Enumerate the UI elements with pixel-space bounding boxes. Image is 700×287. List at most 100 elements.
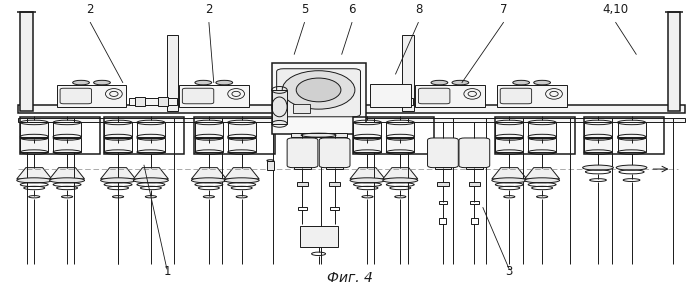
Ellipse shape <box>282 71 355 109</box>
Text: 2: 2 <box>86 3 94 16</box>
Ellipse shape <box>50 178 85 183</box>
Polygon shape <box>191 168 226 179</box>
Ellipse shape <box>452 80 469 85</box>
Bar <box>386 123 414 137</box>
Ellipse shape <box>191 178 226 183</box>
Bar <box>178 86 248 106</box>
Bar <box>440 218 447 224</box>
Bar <box>386 138 414 152</box>
Bar <box>354 138 382 152</box>
Bar <box>104 117 184 154</box>
Bar <box>195 123 223 137</box>
FancyBboxPatch shape <box>500 88 531 104</box>
FancyBboxPatch shape <box>287 138 318 168</box>
Bar <box>584 123 612 137</box>
Bar <box>137 123 165 137</box>
FancyBboxPatch shape <box>428 138 458 168</box>
Bar <box>617 138 645 152</box>
Bar <box>471 218 478 224</box>
Bar <box>228 123 256 137</box>
Bar <box>298 207 307 210</box>
Bar <box>195 138 223 152</box>
Bar <box>497 86 566 106</box>
Polygon shape <box>134 168 169 179</box>
Ellipse shape <box>216 80 232 85</box>
Bar <box>496 138 524 152</box>
Text: 5: 5 <box>301 3 308 16</box>
Bar <box>167 35 178 111</box>
Bar <box>330 207 339 210</box>
Ellipse shape <box>492 178 526 183</box>
Bar <box>528 123 556 137</box>
Bar <box>158 97 168 106</box>
FancyBboxPatch shape <box>459 138 490 168</box>
Bar <box>379 97 389 106</box>
Bar <box>20 138 48 152</box>
Text: 4,10: 4,10 <box>603 3 629 16</box>
FancyBboxPatch shape <box>276 69 360 117</box>
Text: 6: 6 <box>349 3 356 16</box>
Bar <box>435 167 452 169</box>
FancyBboxPatch shape <box>419 88 450 104</box>
Bar <box>354 117 434 154</box>
Bar <box>495 117 575 154</box>
Ellipse shape <box>195 80 211 85</box>
Bar <box>528 138 556 152</box>
Text: 3: 3 <box>505 265 513 278</box>
Polygon shape <box>525 168 559 179</box>
Bar <box>137 138 165 152</box>
Polygon shape <box>101 168 136 179</box>
Ellipse shape <box>525 178 559 183</box>
Bar <box>53 123 81 137</box>
Ellipse shape <box>431 80 448 85</box>
Text: 7: 7 <box>500 3 507 16</box>
Bar <box>293 104 310 113</box>
Bar <box>466 167 483 169</box>
Ellipse shape <box>582 165 613 170</box>
Bar <box>354 123 382 137</box>
Ellipse shape <box>101 178 136 183</box>
Bar <box>438 182 449 186</box>
Bar <box>194 117 274 154</box>
Bar <box>401 97 411 106</box>
Text: 8: 8 <box>415 3 422 16</box>
Bar <box>374 98 413 105</box>
Bar <box>469 182 480 186</box>
Bar <box>496 123 524 137</box>
Ellipse shape <box>134 178 169 183</box>
Bar <box>272 90 287 124</box>
FancyBboxPatch shape <box>60 88 92 104</box>
Bar <box>326 167 343 169</box>
Bar <box>20 117 100 154</box>
Bar <box>104 138 132 152</box>
Ellipse shape <box>17 178 52 183</box>
Bar <box>272 63 366 134</box>
Bar <box>402 35 414 111</box>
Bar <box>300 226 338 247</box>
Ellipse shape <box>616 165 647 170</box>
Bar <box>290 133 346 137</box>
Bar <box>20 12 33 111</box>
Bar <box>470 201 479 204</box>
Bar <box>584 138 612 152</box>
Bar <box>329 182 340 186</box>
Bar <box>18 118 685 123</box>
Polygon shape <box>17 168 52 179</box>
Bar <box>129 98 177 105</box>
Ellipse shape <box>383 178 418 183</box>
Bar <box>135 97 145 106</box>
Bar <box>439 201 447 204</box>
Ellipse shape <box>513 80 529 85</box>
Ellipse shape <box>350 178 385 183</box>
FancyBboxPatch shape <box>182 88 214 104</box>
Ellipse shape <box>73 80 90 85</box>
Bar <box>415 86 485 106</box>
Polygon shape <box>383 168 418 179</box>
Bar <box>104 123 132 137</box>
Ellipse shape <box>94 80 111 85</box>
Bar <box>294 167 311 169</box>
Polygon shape <box>350 168 385 179</box>
Bar <box>57 86 127 106</box>
FancyBboxPatch shape <box>319 138 350 168</box>
Bar <box>297 182 308 186</box>
